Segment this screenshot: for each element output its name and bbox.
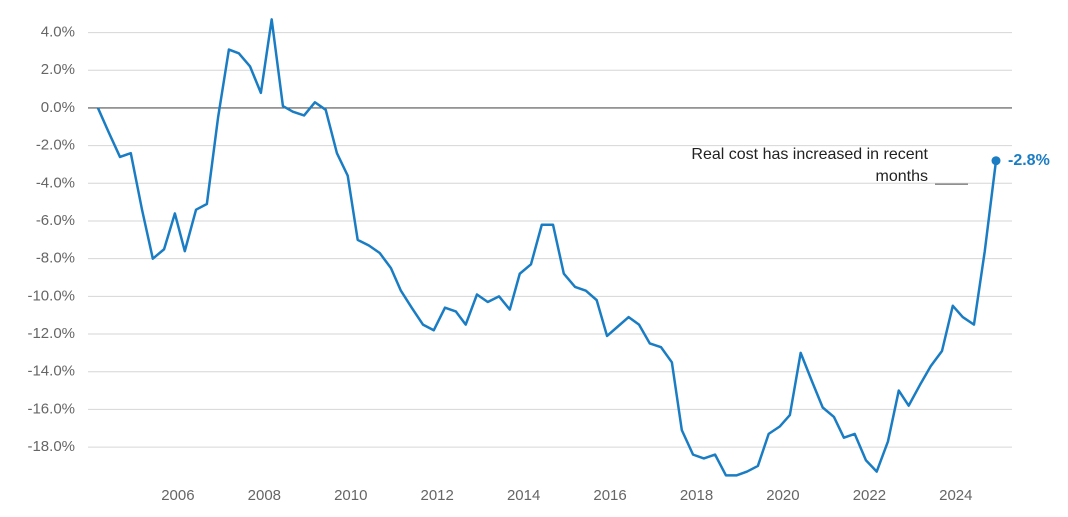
line xyxy=(96,18,998,477)
x-tick-label: 2016 xyxy=(593,487,626,504)
x-tick-label: 2006 xyxy=(161,487,194,504)
x-tick-label: 2024 xyxy=(939,487,972,504)
y-tick-label: -8.0% xyxy=(36,250,75,267)
x-tick-label: 2020 xyxy=(766,487,799,504)
y-tick-label: -6.0% xyxy=(36,212,75,229)
annotation: Real cost has increased in recent xyxy=(691,146,928,163)
x-tick-label: 2014 xyxy=(507,487,540,504)
x-tick-label: 2018 xyxy=(680,487,713,504)
y-tick-label: -12.0% xyxy=(27,325,75,342)
y-tick-label: 4.0% xyxy=(41,24,75,41)
x-tick-label: 2010 xyxy=(334,487,367,504)
y-tick-label: 0.0% xyxy=(41,99,75,116)
y-tick-label: -18.0% xyxy=(27,438,75,455)
annotation: months xyxy=(876,168,928,185)
end-point xyxy=(991,156,1001,166)
value-label: -2.8% xyxy=(1008,152,1050,169)
y-tick-label: -14.0% xyxy=(27,363,75,380)
x-tick-label: 2022 xyxy=(853,487,886,504)
x-tick-label: 2008 xyxy=(248,487,281,504)
x-tick-label: 2012 xyxy=(421,487,454,504)
y-tick-label: 2.0% xyxy=(41,61,75,78)
y-tick-label: -16.0% xyxy=(27,400,75,417)
y-tick-label: -4.0% xyxy=(36,174,75,191)
y-tick-label: -10.0% xyxy=(27,287,75,304)
y-tick-label: -2.0% xyxy=(36,137,75,154)
